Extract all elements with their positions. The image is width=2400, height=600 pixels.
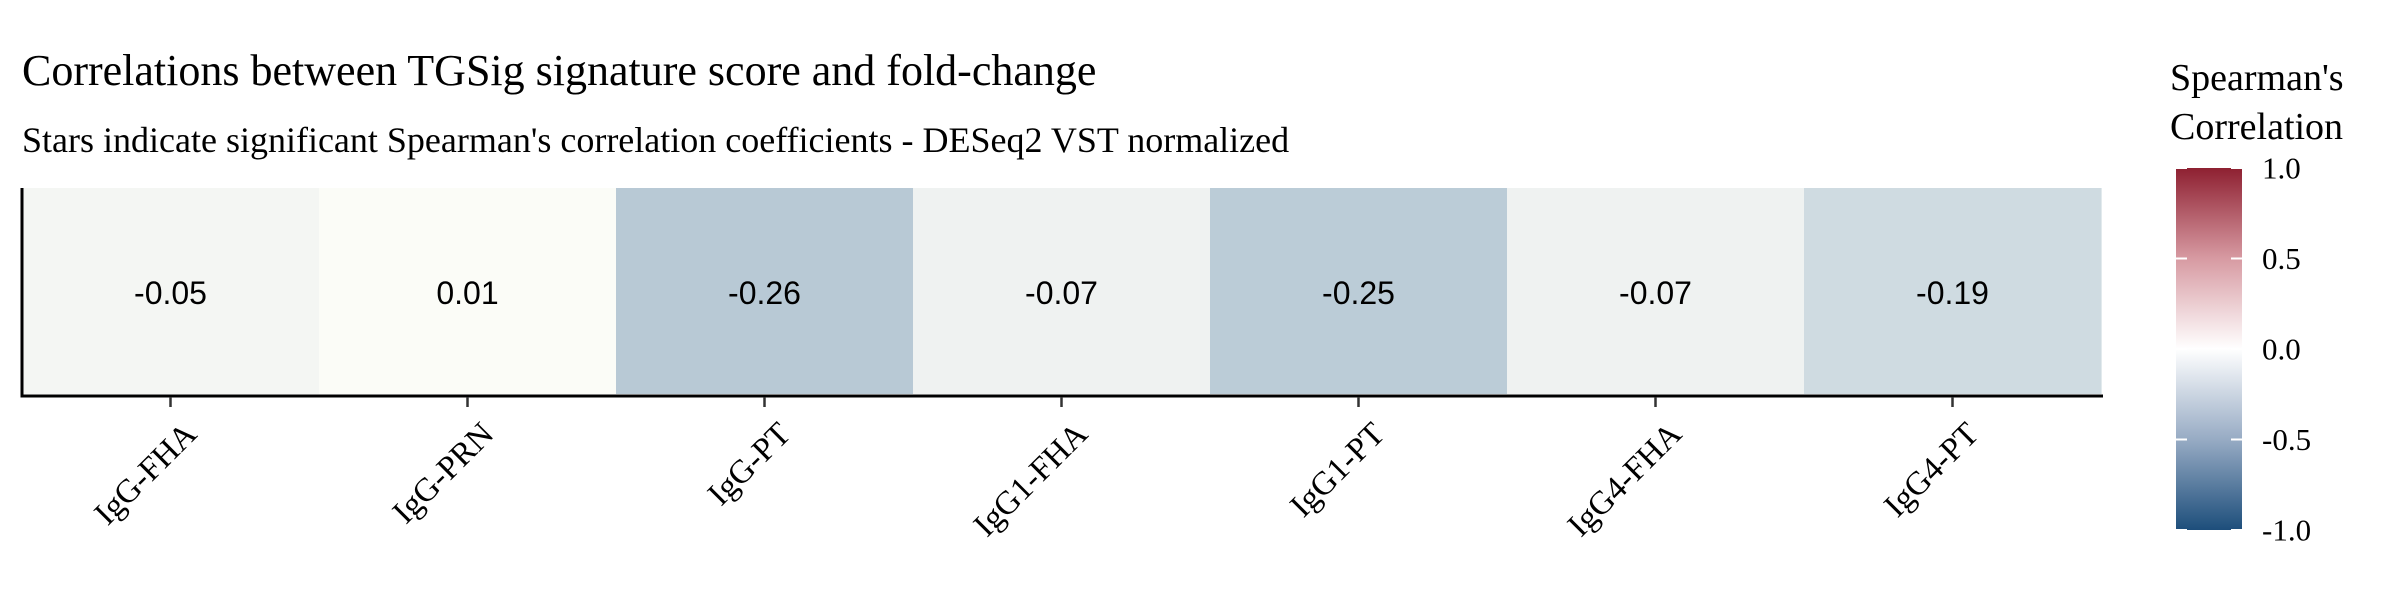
heatmap-cell-igg4-pt <box>1804 188 2102 394</box>
heatmap-cell-igg1-pt <box>1210 188 1508 394</box>
x-axis-ticks <box>169 397 1954 407</box>
cell-value-label: -0.26 <box>728 275 801 311</box>
heatmap-cell-igg4-fha <box>1507 188 1805 394</box>
x-tick-label: IgG1-FHA <box>967 416 1095 544</box>
heatmap-cell-igg-pt <box>616 188 914 394</box>
cell-value-label: -0.19 <box>1916 275 1989 311</box>
legend-tick-label: 1.0 <box>2262 151 2301 186</box>
heatmap-cell-igg-fha <box>22 188 320 394</box>
value-labels: -0.05 0.01 -0.26 -0.07 -0.25 -0.07 -0.19 <box>134 275 1989 311</box>
heatmap-cell-igg-prn <box>319 188 617 394</box>
x-tick-label: IgG4-PT <box>1878 416 1986 524</box>
x-tick-label: IgG4-FHA <box>1561 416 1689 544</box>
x-tick-label: IgG-PT <box>701 416 798 513</box>
legend-ticks: 1.0 0.5 0.0 -0.5 -1.0 <box>2176 151 2311 548</box>
cell-value-label: -0.07 <box>1619 275 1692 311</box>
cell-value-label: -0.05 <box>134 275 207 311</box>
cell-value-label: -0.07 <box>1025 275 1098 311</box>
legend-tick-label: -0.5 <box>2262 422 2311 457</box>
heatmap-cell-igg1-fha <box>913 188 1211 394</box>
legend-tick-label: -1.0 <box>2262 513 2311 548</box>
cell-value-label: 0.01 <box>436 275 498 311</box>
legend-tick-label: 0.5 <box>2262 241 2301 276</box>
legend-tick-label: 0.0 <box>2262 332 2301 367</box>
legend-title-line2: Correlation <box>2170 106 2343 148</box>
chart-title: Correlations between TGSig signature sco… <box>22 46 1096 95</box>
cell-value-label: -0.25 <box>1322 275 1395 311</box>
legend-title-line1: Spearman's <box>2170 57 2344 99</box>
x-tick-label: IgG-PRN <box>386 416 501 531</box>
x-axis-tick-labels: IgG-FHA IgG-PRN IgG-PT IgG1-FHA IgG1-PT IgG4-… <box>88 416 1986 544</box>
chart-subtitle: Stars indicate significant Spearman's co… <box>22 120 1289 160</box>
heatmap-cells <box>22 188 2102 394</box>
x-tick-label: IgG1-PT <box>1284 416 1392 524</box>
legend: Spearman's Correlation 1.0 0.5 0.0 -0.5 -1.0 <box>2170 57 2344 548</box>
x-tick-label: IgG-FHA <box>88 416 204 532</box>
